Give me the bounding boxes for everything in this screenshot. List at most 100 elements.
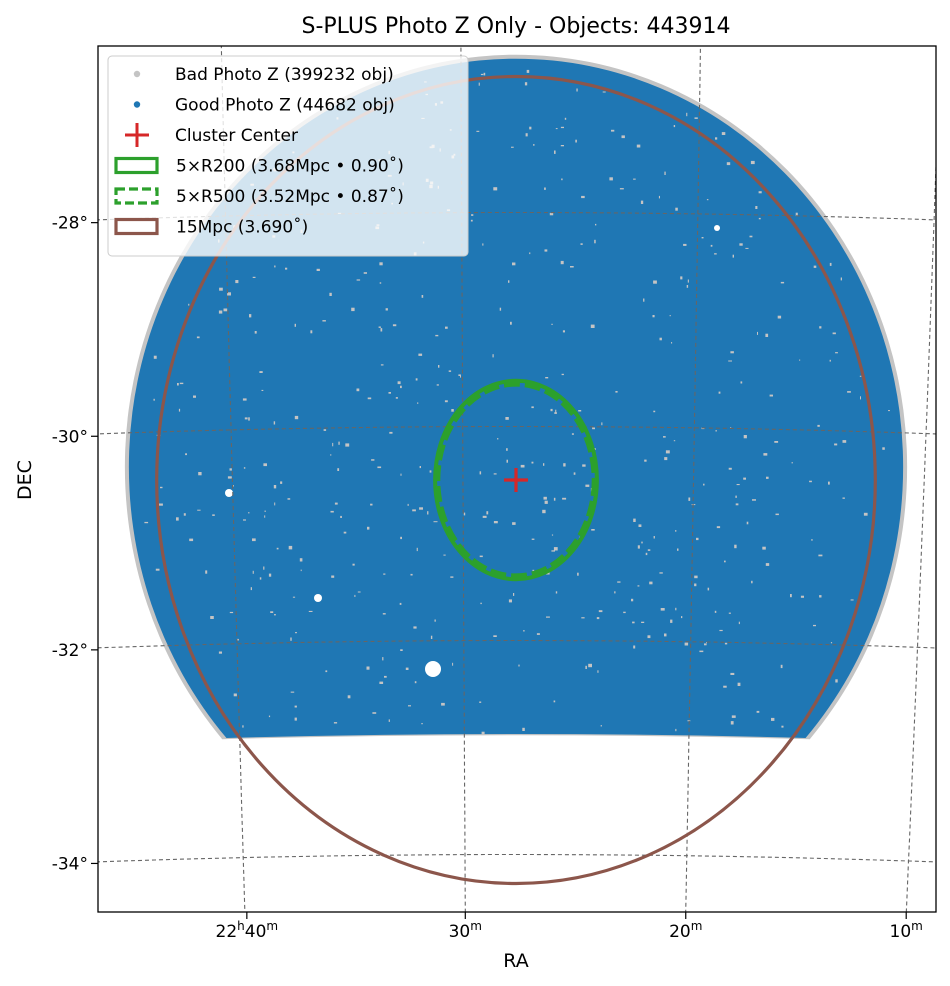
bad-speck: [389, 431, 393, 434]
bad-speck: [595, 223, 597, 226]
bad-speck: [835, 679, 838, 683]
bad-speck: [728, 612, 731, 614]
bad-speck: [497, 438, 499, 440]
bad-speck: [430, 635, 433, 639]
bad-speck: [723, 685, 727, 688]
bad-speck: [752, 499, 756, 501]
bad-speck: [696, 537, 699, 541]
mpc15-circle: [155, 74, 877, 886]
bad-speck: [575, 139, 577, 143]
bad-speck: [480, 602, 482, 605]
bad-speck: [384, 675, 387, 678]
bad-speck: [665, 450, 670, 454]
bad-speck: [576, 88, 578, 92]
x-tick-label: 22h40m: [216, 919, 279, 942]
bad-speck: [671, 342, 673, 344]
bad-speck: [337, 468, 340, 471]
bad-speck: [285, 267, 288, 270]
bad-speck: [400, 649, 403, 651]
bad-speck: [197, 509, 201, 511]
bad-speck: [781, 725, 784, 728]
bad-speck: [445, 326, 448, 329]
bad-speck: [819, 595, 822, 598]
bad-speck: [701, 237, 704, 239]
bad-speck: [351, 307, 355, 312]
bad-speck: [261, 389, 264, 391]
bad-speck: [421, 723, 423, 725]
bad-speck: [544, 500, 548, 504]
bad-speck: [367, 526, 370, 530]
bad-speck: [513, 593, 515, 596]
bad-speck: [633, 178, 636, 180]
bad-speck: [560, 260, 564, 265]
bad-speck: [153, 398, 155, 401]
bad-speck: [791, 462, 793, 464]
bad-speck: [434, 619, 436, 622]
bad-speck: [598, 610, 603, 613]
bad-speck: [860, 396, 861, 400]
bad-speck: [653, 536, 655, 539]
bad-speck: [694, 583, 697, 587]
bad-speck: [718, 391, 721, 394]
bad-speck: [331, 575, 335, 578]
legend-label: 15Mpc (3.690˚): [176, 217, 308, 238]
bad-speck: [765, 563, 770, 566]
bad-speck: [264, 515, 266, 518]
bad-speck: [395, 397, 398, 399]
bad-speck: [479, 555, 483, 558]
x-axis-label: RA: [503, 950, 528, 972]
bad-speck: [392, 324, 397, 327]
bad-speck: [366, 666, 370, 670]
bad-speck: [407, 503, 409, 506]
bad-speck: [299, 558, 303, 562]
bad-speck: [734, 544, 737, 549]
bad-speck: [762, 546, 766, 550]
bad-speck: [531, 461, 534, 464]
bad-speck: [505, 417, 509, 420]
bad-speck: [533, 144, 535, 146]
bad-speck: [633, 518, 636, 522]
bad-speck: [252, 276, 256, 278]
bad-speck: [300, 569, 302, 572]
bad-speck: [510, 321, 512, 325]
bad-speck: [632, 621, 635, 624]
bad-speck: [372, 712, 377, 714]
axes-frame: [97, 45, 937, 913]
bad-speck: [555, 128, 558, 130]
bad-speck: [842, 497, 845, 499]
bad-speck: [581, 195, 585, 199]
legend-marker: [114, 217, 159, 236]
bad-speck: [544, 187, 546, 190]
bad-speck: [730, 672, 735, 675]
masked-region: [714, 225, 720, 231]
bad-speck: [553, 497, 556, 501]
bad-speck: [274, 265, 276, 268]
bad-speck: [288, 545, 293, 550]
bad-speck: [863, 512, 868, 516]
bad-speck: [578, 410, 582, 412]
bad-speck: [531, 406, 534, 409]
bad-speck: [280, 481, 283, 484]
bad-speck: [643, 298, 645, 302]
bad-speck: [330, 454, 332, 456]
bad-speck: [737, 682, 741, 686]
bad-speck: [675, 607, 677, 611]
bad-speck: [653, 410, 656, 413]
bad-speck: [790, 594, 792, 598]
bad-speck: [637, 545, 640, 549]
bad-speck: [347, 695, 351, 699]
bad-speck: [259, 371, 263, 373]
bad-speck: [675, 728, 677, 732]
dec-gridline: [98, 853, 936, 863]
bad-speck: [354, 594, 356, 597]
bad-speck: [882, 447, 885, 450]
bad-speck: [525, 133, 528, 137]
bad-speck: [270, 611, 274, 613]
legend-box: [107, 55, 469, 257]
bad-speck: [673, 125, 676, 128]
bad-speck: [345, 443, 350, 447]
bad-speck: [233, 693, 237, 697]
bad-speck: [529, 252, 531, 255]
bad-speck: [570, 266, 574, 268]
bad-speck: [188, 303, 190, 306]
